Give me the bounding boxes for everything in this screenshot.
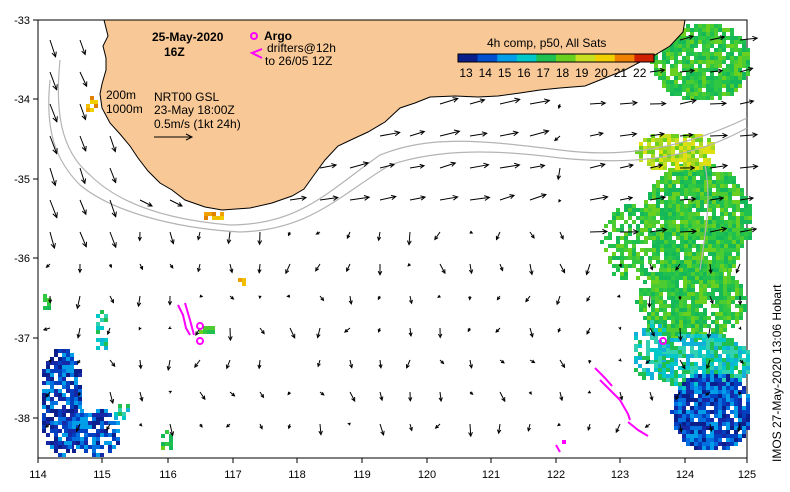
drifter-legend-icon [249, 48, 263, 59]
lon-tick-label: 116 [159, 469, 177, 481]
datetime-label: 23-May 18:00Z [154, 103, 235, 117]
lon-tick-label: 117 [224, 469, 242, 481]
scale-label: 0.5m/s (1kt 24h) [154, 117, 241, 131]
current-arrows [42, 34, 759, 438]
lat-tick-label: -35 [14, 174, 30, 186]
longitude-axis: 114 115 116 117 118 119 120 121 122 123 124 125 [29, 458, 756, 481]
drifters-label-1: drifters@12h [267, 41, 336, 55]
lon-tick-label: 124 [676, 469, 694, 481]
lon-tick-label: 119 [353, 469, 371, 481]
argo-label: Argo [264, 29, 292, 43]
color-tick-label: 14 [479, 66, 493, 80]
latitude-axis: -33 -34 -35 -36 -37 -38 [14, 15, 38, 425]
color-tick-label: 16 [517, 66, 531, 80]
depth-200-label: 200m [106, 88, 136, 102]
depth-1000-label: 1000m [106, 102, 143, 116]
lon-tick-label: 122 [547, 469, 565, 481]
land-mass [99, 19, 686, 211]
lon-tick-label: 120 [418, 469, 436, 481]
lat-tick-label: -38 [14, 413, 30, 425]
credit-label: IMOS 27-May-2020 13:06 Hobart [770, 284, 784, 462]
lon-tick-label: 123 [611, 469, 629, 481]
color-tick-label: 13 [459, 66, 473, 80]
lon-tick-label: 121 [482, 469, 500, 481]
legend-title: 4h comp, p50, All Sats [487, 36, 606, 50]
argo-float-marker [196, 337, 204, 345]
hour-label: 16Z [164, 45, 185, 59]
scale-arrow [154, 133, 194, 141]
color-scale-bar [457, 53, 655, 63]
color-tick-label: 15 [498, 66, 512, 80]
lat-tick-label: -34 [14, 94, 30, 106]
argo-legend-icon [250, 32, 258, 40]
lat-tick-label: -37 [14, 333, 30, 345]
lat-tick-label: -33 [14, 15, 30, 27]
lat-tick-label: -36 [14, 253, 30, 265]
lon-tick-label: 125 [738, 469, 756, 481]
isobaths [48, 59, 748, 271]
color-tick-label: 17 [537, 66, 551, 80]
product-label: NRT00 GSL [154, 90, 219, 104]
drifters-label-2: to 26/05 12Z [265, 54, 332, 68]
date-label: 25-May-2020 [152, 30, 224, 44]
color-tick-label: 20 [594, 66, 608, 80]
color-tick-label: 21 [614, 66, 628, 80]
lon-tick-label: 118 [288, 469, 306, 481]
lon-tick-label: 115 [93, 469, 111, 481]
color-tick-label: 18 [556, 66, 570, 80]
color-tick-label: 22 [633, 66, 647, 80]
drifter-tracks [177, 302, 667, 453]
argo-float-marker [659, 337, 667, 345]
color-tick-label: 19 [575, 66, 589, 80]
color-scale-ticks: 13 14 15 16 17 18 19 20 21 22 [459, 66, 646, 80]
argo-float-marker [196, 322, 204, 330]
lon-tick-label: 114 [29, 469, 47, 481]
